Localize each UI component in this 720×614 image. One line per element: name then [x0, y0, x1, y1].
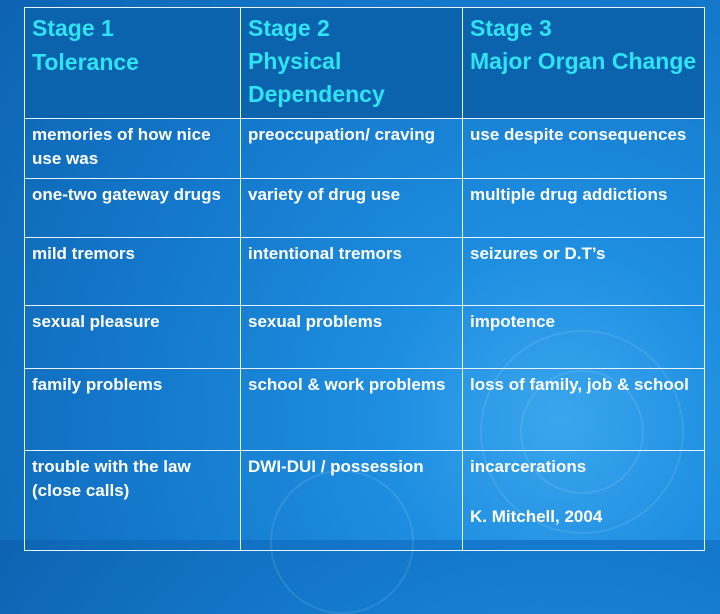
table-cell: sexual pleasure	[24, 305, 241, 369]
table-row: memories of how nice use was preoccupati…	[24, 118, 705, 179]
stages-table: Stage 1 Tolerance Stage 2 Physical Depende…	[24, 7, 705, 551]
table-cell-text: incarcerations	[470, 457, 587, 476]
table-cell: seizures or D.T’s	[462, 237, 705, 306]
table-cell: sexual problems	[240, 305, 463, 369]
stage-title: Tolerance	[32, 49, 139, 75]
table-cell: use despite consequences	[462, 118, 705, 179]
table-row: sexual pleasure sexual problems impotenc…	[24, 305, 705, 369]
stage-label: Stage 3	[470, 15, 552, 41]
table-row: family problems school & work problems l…	[24, 368, 705, 451]
table-cell: impotence	[462, 305, 705, 369]
table-cell: one-two gateway drugs	[24, 178, 241, 238]
stage-title: Physical Dependency	[248, 48, 385, 107]
header-stage-3: Stage 3 Major Organ Change	[462, 7, 705, 119]
table-cell: school & work problems	[240, 368, 463, 451]
stage-label: Stage 1	[32, 15, 114, 41]
header-row: Stage 1 Tolerance Stage 2 Physical Depende…	[24, 7, 705, 119]
citation: K. Mitchell, 2004	[470, 507, 603, 526]
table-cell: variety of drug use	[240, 178, 463, 238]
table-cell: incarcerations K. Mitchell, 2004	[462, 450, 705, 551]
table-cell: intentional tremors	[240, 237, 463, 306]
table-cell: preoccupation/ craving	[240, 118, 463, 179]
table-cell: mild tremors	[24, 237, 241, 306]
table-row: trouble with the law (close calls) DWI-D…	[24, 450, 705, 551]
table-cell: family problems	[24, 368, 241, 451]
table-cell: trouble with the law (close calls)	[24, 450, 241, 551]
table-cell: memories of how nice use was	[24, 118, 241, 179]
stage-title: Major Organ Change	[470, 48, 697, 74]
table-cell: DWI-DUI / possession	[240, 450, 463, 551]
table-row: mild tremors intentional tremors seizure…	[24, 237, 705, 306]
table-cell: loss of family, job & school	[462, 368, 705, 451]
table-row: one-two gateway drugs variety of drug us…	[24, 178, 705, 238]
header-stage-2: Stage 2 Physical Dependency	[240, 7, 463, 119]
header-stage-1: Stage 1 Tolerance	[24, 7, 241, 119]
table-cell: multiple drug addictions	[462, 178, 705, 238]
stage-label: Stage 2	[248, 15, 330, 41]
